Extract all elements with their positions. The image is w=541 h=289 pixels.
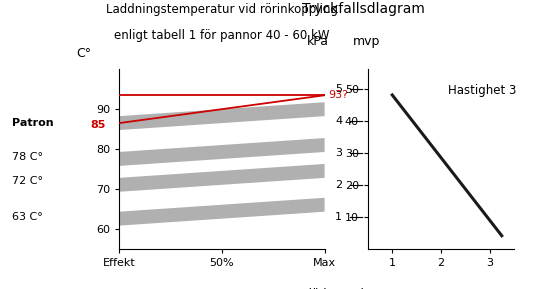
Polygon shape xyxy=(119,138,325,166)
Text: mvp: mvp xyxy=(353,35,381,48)
Text: 72 C°: 72 C° xyxy=(12,176,43,186)
Text: 5: 5 xyxy=(335,84,342,94)
Text: Patron: Patron xyxy=(12,118,54,128)
Text: 85: 85 xyxy=(90,120,105,130)
Polygon shape xyxy=(119,102,325,130)
Text: 1: 1 xyxy=(335,212,342,222)
Text: kPa: kPa xyxy=(307,35,328,48)
Text: Tryckfallsdlagram: Tryckfallsdlagram xyxy=(302,2,425,16)
Text: C°: C° xyxy=(76,47,91,60)
Text: 3: 3 xyxy=(335,148,342,158)
Text: Flöde m3/h: Flöde m3/h xyxy=(302,288,368,289)
Text: Laddningstemperatur vid rörinkoppling: Laddningstemperatur vid rörinkoppling xyxy=(106,3,338,16)
Text: 63 C°: 63 C° xyxy=(12,212,43,222)
Text: 4: 4 xyxy=(335,116,342,125)
Polygon shape xyxy=(119,164,325,192)
Text: Hastighet 3: Hastighet 3 xyxy=(448,84,517,97)
Polygon shape xyxy=(119,198,325,226)
Text: enligt tabell 1 för pannor 40 - 60 kW: enligt tabell 1 för pannor 40 - 60 kW xyxy=(114,29,329,42)
Text: 93?: 93? xyxy=(329,90,349,100)
Text: 2: 2 xyxy=(335,179,342,190)
Text: 78 C°: 78 C° xyxy=(12,152,43,162)
